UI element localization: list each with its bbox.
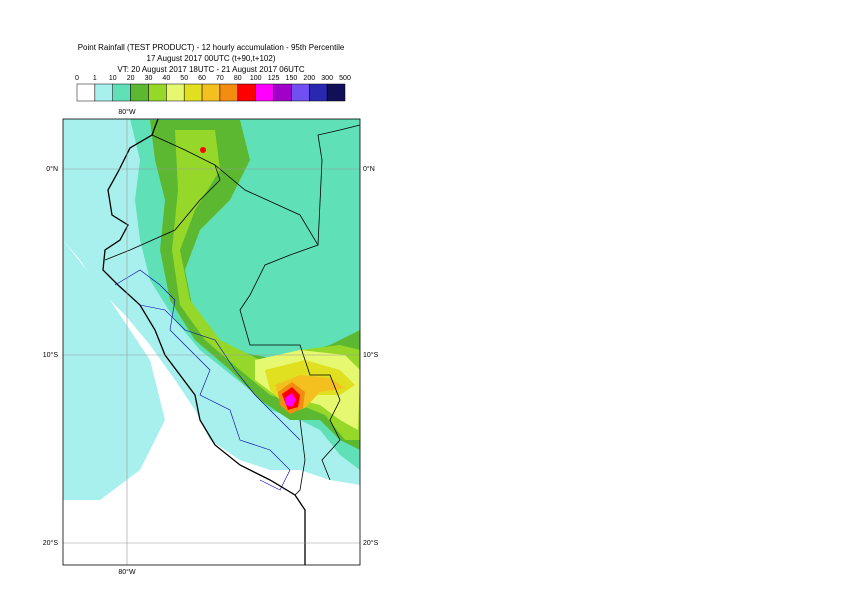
legend-swatch [309,83,328,102]
border-ecuador [104,134,221,261]
legend-label: 200 [303,75,315,82]
legend-label: 30 [145,75,153,82]
lat-label: 0°N [46,165,58,173]
legend-swatch [130,83,149,102]
border-brazil [214,164,341,481]
legend: 0 1 10 20 30 40 50 60 70 80 100 125 150 200 300 500 [75,75,351,102]
rain-100 [285,393,296,407]
rain-1-sea [63,240,165,500]
legend-label: 70 [216,75,224,82]
lat-label: 10°S [363,351,379,359]
legend-label: 500 [339,75,351,82]
legend-swatch [201,83,221,102]
legend-swatch [148,83,167,102]
legend-swatch [94,83,113,102]
legend-label: 80 [234,75,242,82]
legend-label: 0 [75,75,79,82]
legend-swatch [76,83,96,102]
border-bolivia [294,419,306,496]
legend-swatch [183,83,203,102]
legend-swatch [166,83,185,102]
lat-label: 20°S [363,539,379,547]
legend-swatch [326,83,346,102]
rain-spot [200,147,206,153]
map-frame [62,118,361,566]
legend-label: 50 [180,75,188,82]
legend-label: 150 [286,75,298,82]
legend-swatch [255,83,274,102]
legend-label: 20 [127,75,135,82]
legend-label: 300 [321,75,333,82]
legend-label: 10 [109,75,117,82]
legend-swatch [237,83,256,102]
legend-label: 40 [162,75,170,82]
legend-label: 125 [268,75,280,82]
border-colombia [317,124,360,246]
lon-label: 80°W [118,568,136,576]
lat-label: 10°S [43,351,59,359]
legend-swatch [112,83,131,102]
legend-swatch [273,83,292,102]
legend-label: 1 [93,75,97,82]
legend-swatch [291,83,310,102]
title: Point Rainfall (TEST PRODUCT) - 12 hourl… [78,43,345,52]
map-area [63,119,360,565]
legend-label: 60 [198,75,206,82]
lat-label: 20°S [43,539,59,547]
legend-swatch [219,83,239,102]
lat-label: 0°N [363,165,375,173]
subtitle: 17 August 2017 00UTC (t+90,t+102) [147,54,276,63]
admin-borders [114,269,291,491]
valid-time: VT: 20 August 2017 18UTC - 21 August 201… [117,65,304,74]
legend-label: 100 [250,75,262,82]
lon-label: 80°W [118,108,136,116]
